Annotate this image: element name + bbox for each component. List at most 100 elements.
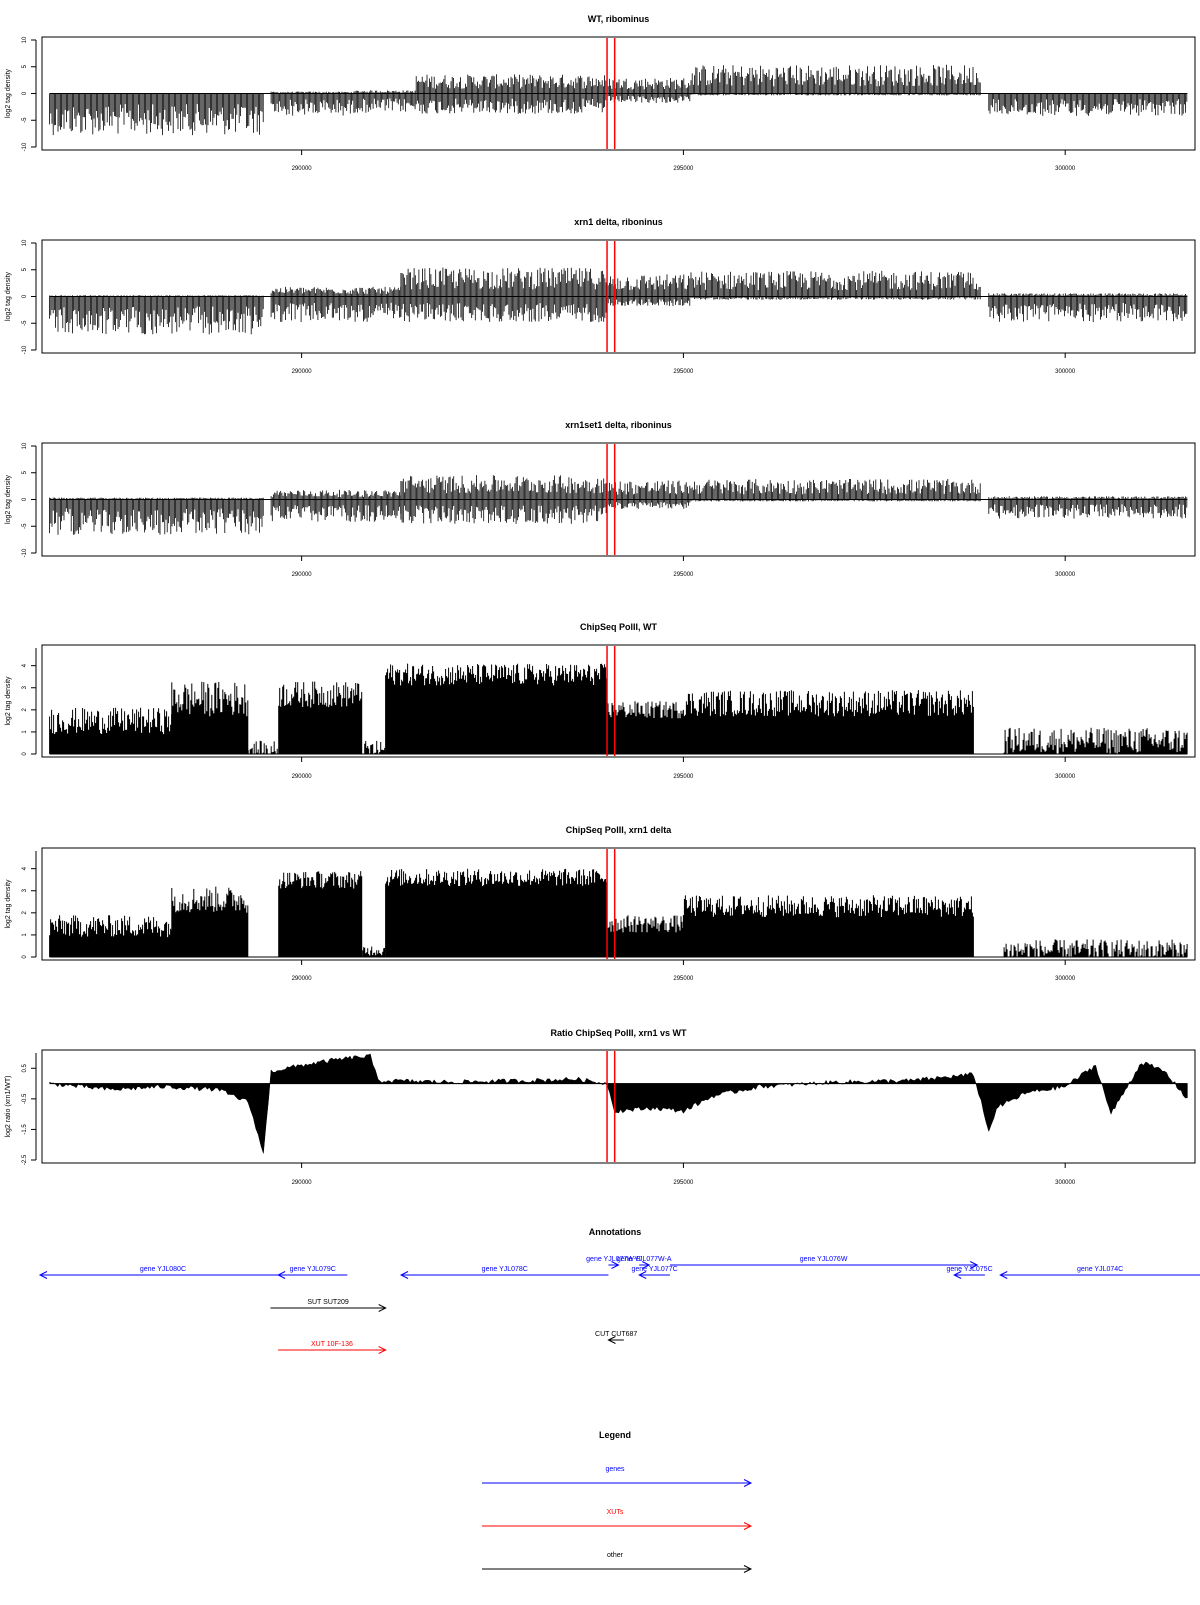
y-tick-label: 4 [22, 663, 28, 667]
x-tick-label: 290000 [292, 774, 313, 780]
density-bars [49, 93, 264, 136]
y-tick-label: 0 [22, 294, 28, 298]
y-tick-label: -5 [22, 320, 28, 326]
y-tick-label: -5 [22, 523, 28, 529]
legend-item-xuts: XUTs [482, 1509, 753, 1530]
x-tick-label: 295000 [673, 369, 694, 375]
density-bars [354, 90, 416, 113]
feature-label: gene YJL078C [482, 1266, 528, 1273]
annotation-feature: SUT SUT209 [270, 1299, 387, 1312]
annotations-panel: Annotations gene YJL080C gene YJL079C gene … [38, 1227, 1200, 1354]
y-tick-label: 2 [22, 911, 28, 915]
y-tick-label: 1 [22, 730, 28, 734]
track-panel-3: xrn1set1 delta, riboninus -10 -5 0 5 10 log2 t… [5, 420, 1196, 578]
density-bars [606, 915, 684, 957]
y-tick-label: -0.5 [22, 1093, 28, 1104]
legend-panel: Legend genes XUTs other [482, 1430, 753, 1573]
density-bars [49, 915, 173, 957]
y-tick-label: -10 [22, 548, 28, 557]
annotation-feature: CUT CUT687 [595, 1331, 637, 1344]
density-bars [606, 701, 684, 754]
y-tick-label: -10 [22, 142, 28, 151]
feature-label: gene YJL080C [140, 1266, 186, 1273]
track-title: xrn1 delta, riboninus [574, 217, 663, 227]
feature-arrow [639, 1261, 651, 1269]
y-tick-label: 0.5 [22, 1063, 28, 1072]
track-title: ChipSeq PolII, xrn1 delta [566, 825, 673, 835]
density-bars [49, 295, 264, 335]
track-title: WT, ribominus [588, 14, 650, 24]
plot-frame [41, 644, 1196, 758]
y-axis-label: log2 tag density [5, 271, 12, 321]
y-tick-label: 0 [22, 955, 28, 959]
legend-title: Legend [599, 1430, 631, 1440]
y-tick-label: 0 [22, 91, 28, 95]
track-title: ChipSeq PolII, WT [580, 622, 657, 632]
track-title: xrn1set1 delta, riboninus [565, 420, 672, 430]
track-data [49, 868, 1188, 958]
annotation-feature: gene YJL074C [999, 1266, 1200, 1279]
feature-arrow [669, 1261, 979, 1269]
legend-arrow [482, 1522, 753, 1530]
annotation-feature: XUT 10F-136 [278, 1341, 387, 1354]
density-bars [270, 91, 355, 116]
plot-frame [41, 1049, 1196, 1164]
track-data [49, 475, 1188, 535]
x-tick-label: 290000 [292, 572, 313, 578]
plot-frame [41, 36, 1196, 151]
track-panel-4: ChipSeq PolII, WT 0 1 2 3 4 log2 tag density 29… [5, 622, 1196, 780]
annotation-feature: gene YJL077W-A [617, 1256, 672, 1269]
density-bars [247, 740, 278, 754]
track-data [49, 1053, 1188, 1154]
annotations-title: Annotations [589, 1227, 642, 1237]
y-tick-label: -10 [22, 345, 28, 354]
x-tick-label: 300000 [1055, 1180, 1076, 1186]
legend-label: other [607, 1552, 624, 1559]
density-bars [690, 64, 981, 96]
feature-label: gene YJL077W-B [586, 1256, 641, 1263]
plot-frame [41, 442, 1196, 557]
legend-label: XUTs [607, 1509, 624, 1516]
feature-label: gene YJL077W-A [617, 1256, 672, 1263]
x-tick-label: 295000 [673, 976, 694, 982]
y-tick-label: 5 [22, 267, 28, 271]
annotation-feature: gene YJL076W [669, 1256, 979, 1269]
y-tick-label: 10 [22, 442, 28, 449]
y-tick-label: 5 [22, 470, 28, 474]
y-tick-label: 1 [22, 933, 28, 937]
legend-arrow [482, 1479, 753, 1487]
annotation-feature: gene YJL075C [946, 1266, 993, 1279]
density-bars [1003, 727, 1188, 754]
feature-arrow [270, 1304, 387, 1312]
feature-arrow [608, 1261, 620, 1269]
y-tick-label: 0 [22, 752, 28, 756]
feature-label: SUT SUT209 [307, 1299, 349, 1306]
x-tick-label: 290000 [292, 166, 313, 172]
feature-label: gene YJL077C [631, 1266, 677, 1273]
density-bars [988, 93, 1188, 116]
track-panel-6: Ratio ChipSeq PolII, xrn1 vs WT -2.5 -1.5 -… [5, 1028, 1196, 1186]
annotation-feature: gene YJL077C [631, 1266, 678, 1279]
density-bars [270, 489, 402, 522]
feature-arrow [277, 1271, 348, 1279]
ratio-area [49, 1053, 1188, 1154]
annotation-feature: gene YJL079C [277, 1266, 348, 1279]
feature-arrow [953, 1271, 985, 1279]
track-data [49, 64, 1188, 136]
x-tick-label: 300000 [1055, 572, 1076, 578]
feature-arrow [638, 1271, 670, 1279]
track-panel-5: ChipSeq PolII, xrn1 delta 0 1 2 3 4 log2 tag d… [5, 825, 1196, 982]
density-bars [49, 497, 264, 535]
density-bars [415, 74, 608, 114]
feature-arrow [38, 1271, 286, 1279]
density-bars [1003, 939, 1188, 957]
x-tick-label: 290000 [292, 976, 313, 982]
density-bars [49, 707, 173, 754]
density-bars [278, 681, 363, 754]
density-bars [362, 946, 386, 957]
density-bars [690, 479, 981, 502]
y-tick-label: 10 [22, 239, 28, 246]
x-tick-label: 290000 [292, 1180, 313, 1186]
x-tick-label: 295000 [673, 572, 694, 578]
